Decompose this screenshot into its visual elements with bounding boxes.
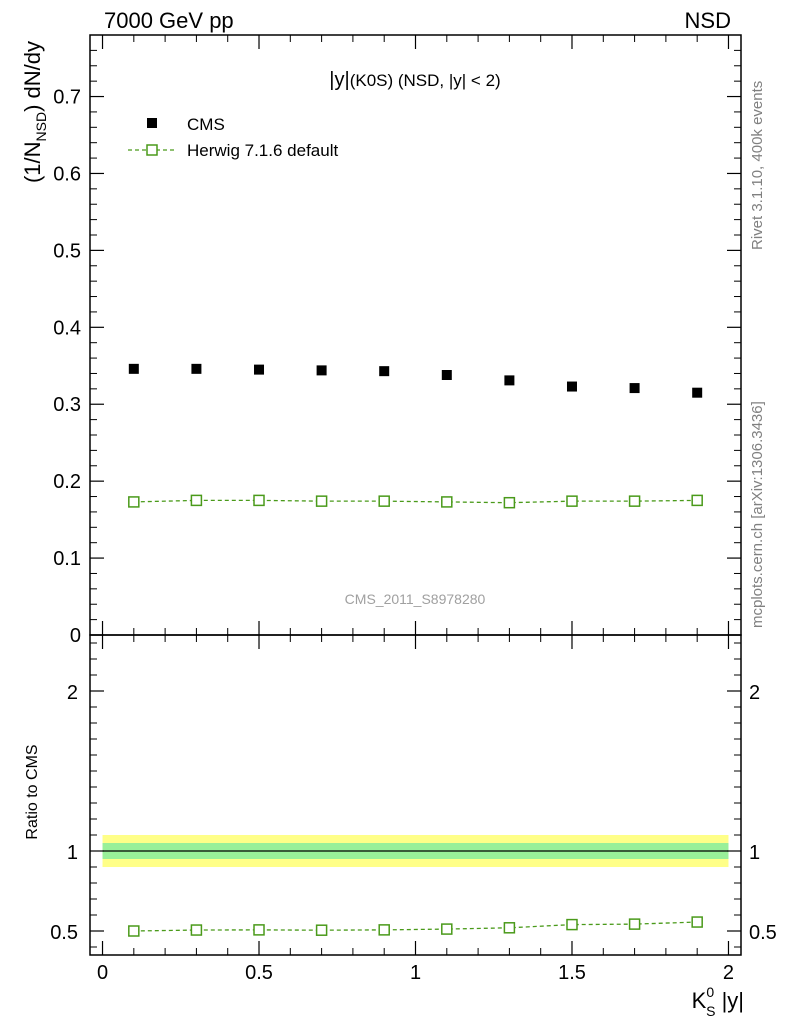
main-y-tick-label: 0 xyxy=(70,625,81,647)
ratio-y-tick-label: 2 xyxy=(67,682,78,704)
main-y-tick-label: 0.4 xyxy=(53,317,81,339)
main-y-axis-label: (1/NNSD) dN/dy xyxy=(20,41,49,183)
x-tick-label: 2 xyxy=(723,962,734,984)
x-tick-label: 0.5 xyxy=(245,962,273,984)
herwig-point xyxy=(253,494,265,507)
x-tick-label: 1 xyxy=(410,962,421,984)
herwig-point xyxy=(128,496,140,508)
ratio-x-tick-labels: 0 0.5 1 1.5 2 xyxy=(97,962,734,984)
main-title: |y|(K0S) (NSD, |y| < 2) xyxy=(329,69,500,91)
ratio-herwig-point xyxy=(503,922,516,934)
cms-point xyxy=(128,363,139,374)
legend-cms-label: CMS xyxy=(187,115,225,134)
ratio-y-tick-labels: 0.5 0.5 1 1 2 2 xyxy=(50,682,777,944)
herwig-point xyxy=(566,495,578,507)
mcplots-label: mcplots.cern.ch [arXiv:1306.3436] xyxy=(749,401,766,628)
rivet-version-label: Rivet 3.1.10, 400k events xyxy=(749,81,766,250)
ratio-y-axis-label: Ratio to CMS xyxy=(24,744,41,839)
main-series xyxy=(128,363,703,509)
ratio-herwig-point xyxy=(378,924,390,936)
ratio-panel: 0.5 0.5 1 1 2 2 0 0.5 1 1.5 2 xyxy=(50,634,777,984)
main-y-tick-label: 0.3 xyxy=(53,394,81,416)
ratio-herwig-point xyxy=(628,918,641,930)
herwig-point xyxy=(503,496,516,509)
ratio-herwig-point xyxy=(128,925,140,937)
ratio-herwig-point xyxy=(691,916,703,928)
herwig-point xyxy=(190,494,203,507)
ratio-y-tick-label-right: 1 xyxy=(749,842,760,864)
herwig-point xyxy=(691,494,703,507)
cms-point xyxy=(504,375,515,386)
ratio-y-tick-label-right: 2 xyxy=(749,682,760,704)
cms-point xyxy=(379,366,390,377)
herwig-point xyxy=(628,495,641,507)
ratio-y-tick-label: 0.5 xyxy=(50,922,78,944)
process-label: NSD xyxy=(685,8,731,33)
ratio-herwig-point xyxy=(441,923,453,935)
x-tick-label: 0 xyxy=(97,962,108,984)
ratio-herwig-point xyxy=(315,924,328,936)
cms-point xyxy=(692,387,703,398)
ratio-y-tick-label: 1 xyxy=(67,842,78,864)
cms-point xyxy=(629,383,640,394)
analysis-watermark: CMS_2011_S8978280 xyxy=(345,591,486,607)
ratio-herwig-line xyxy=(133,921,698,932)
cms-point xyxy=(316,365,327,376)
energy-label: 7000 GeV pp xyxy=(104,8,234,33)
x-tick-label: 1.5 xyxy=(558,962,586,984)
main-axis-ticks xyxy=(90,35,741,636)
main-y-tick-labels: 0 0.1 0.2 0.3 0.4 0.5 0.6 0.7 xyxy=(53,87,81,647)
legend: CMS Herwig 7.1.6 default xyxy=(128,115,338,160)
legend-herwig-label: Herwig 7.1.6 default xyxy=(187,141,338,160)
ratio-axis-ticks xyxy=(90,635,741,955)
cms-point xyxy=(254,364,265,375)
ratio-series xyxy=(128,916,703,937)
main-y-tick-label: 0.7 xyxy=(53,87,81,109)
cms-point xyxy=(441,370,452,380)
ratio-herwig-point xyxy=(566,918,578,931)
legend-cms-marker xyxy=(147,118,157,128)
main-y-tick-label: 0.1 xyxy=(53,548,81,570)
ratio-herwig-point xyxy=(253,924,265,936)
cms-point xyxy=(566,381,577,392)
legend-herwig-marker xyxy=(146,144,158,156)
main-y-tick-label: 0.5 xyxy=(53,240,81,262)
ratio-bands xyxy=(102,835,729,867)
herwig-point xyxy=(315,495,328,507)
x-axis-label: K0 S |y| xyxy=(692,984,744,1019)
cms-point xyxy=(191,363,202,374)
main-y-tick-label: 0.6 xyxy=(53,163,81,185)
herwig-point xyxy=(378,495,390,507)
herwig-point xyxy=(441,496,453,508)
main-y-tick-label: 0.2 xyxy=(53,471,81,493)
ratio-herwig-point xyxy=(190,924,203,936)
ratio-frame xyxy=(89,634,742,956)
main-panel: 0 0.1 0.2 0.3 0.4 0.5 0.6 0.7 CMS Herwig 7.1.6 … xyxy=(53,34,742,647)
herwig-line xyxy=(133,499,698,504)
ratio-y-tick-label-right: 0.5 xyxy=(749,922,777,944)
